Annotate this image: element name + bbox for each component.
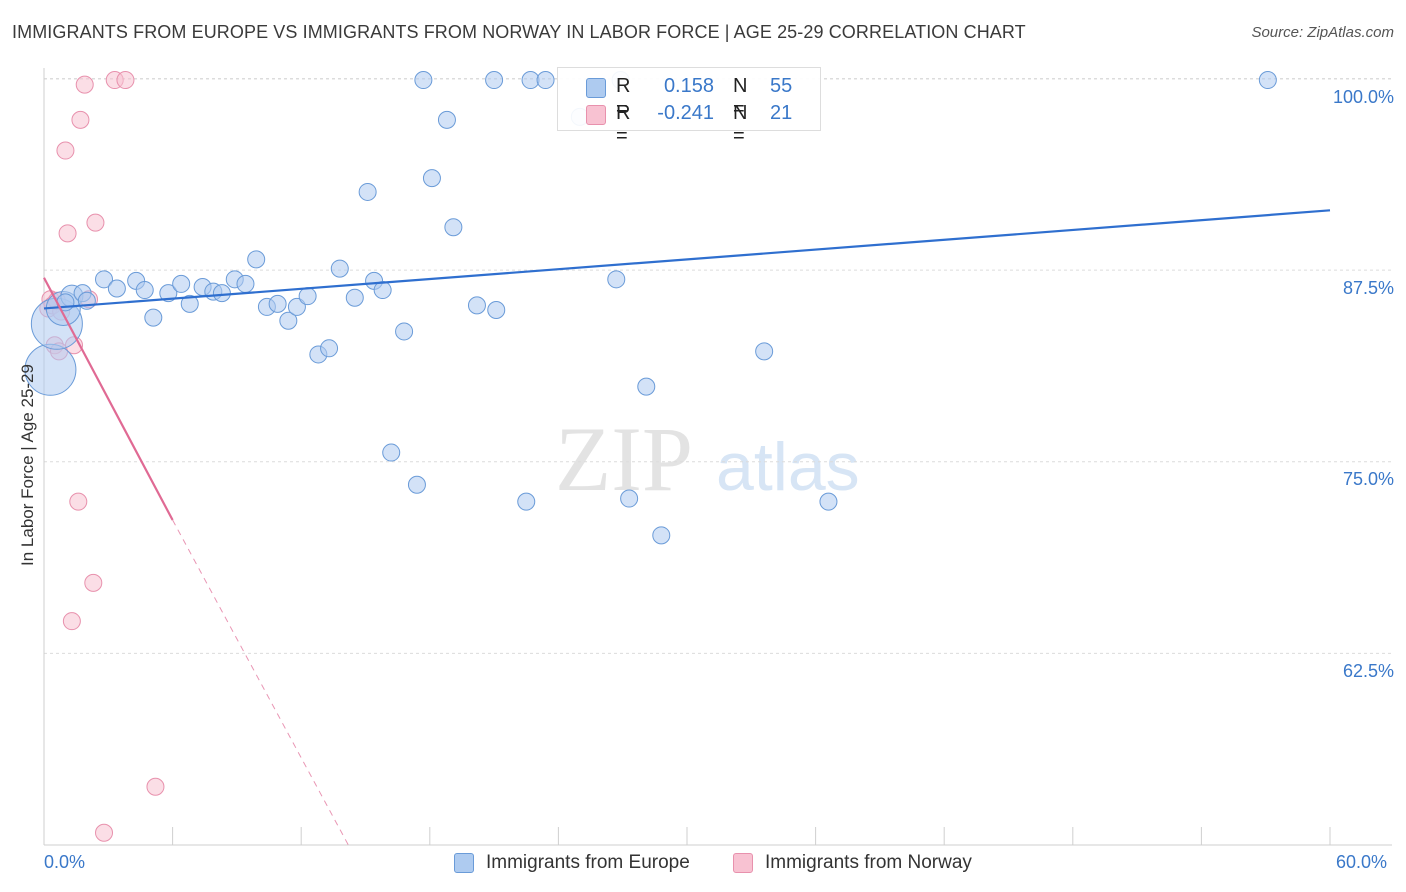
norway-series xyxy=(39,71,165,842)
axes xyxy=(43,68,1392,846)
trend-lines xyxy=(43,209,1331,846)
europe-point xyxy=(330,259,349,278)
europe-point xyxy=(298,287,317,306)
legend-r-value: -0.241 xyxy=(657,102,714,124)
europe-point xyxy=(345,288,364,307)
europe-point xyxy=(1258,71,1277,90)
norway-point xyxy=(116,71,135,90)
europe-point xyxy=(407,475,426,494)
europe-point xyxy=(467,296,486,315)
norway-point xyxy=(86,213,105,232)
legend-swatch-europe xyxy=(586,78,606,98)
europe-point xyxy=(95,270,114,289)
europe-point xyxy=(395,322,414,341)
europe-point xyxy=(517,492,536,511)
europe-point xyxy=(247,250,266,269)
y-tick-label-62-5: 62.5% xyxy=(1342,661,1394,681)
y-tick-label-75: 75.0% xyxy=(1342,469,1394,489)
legend-r-label: R = xyxy=(616,75,631,120)
y-tick-label-87-5: 87.5% xyxy=(1342,278,1394,298)
europe-point xyxy=(620,489,639,508)
correlation-legend: R = 0.158 N = 55 R = -0.241 N = 21 xyxy=(557,67,821,147)
europe-point xyxy=(287,297,306,316)
europe-point xyxy=(144,308,163,327)
bottom-legend-label-europe: Immigrants from Europe xyxy=(486,852,690,873)
norway-point xyxy=(56,141,75,160)
norway-point xyxy=(62,612,81,631)
norway-point xyxy=(71,110,90,129)
legend-n-value: 55 xyxy=(770,75,793,97)
bottom-legend-swatch-europe xyxy=(454,853,474,873)
watermark-atlas: atlas xyxy=(716,429,860,505)
norway-point xyxy=(146,777,165,796)
europe-point xyxy=(236,274,255,293)
bottom-legend-label-norway: Immigrants from Norway xyxy=(765,852,972,873)
x-tick-label-min: 0.0% xyxy=(44,852,86,872)
europe-point xyxy=(180,294,199,313)
europe-point xyxy=(652,526,671,545)
norway-trend-extension xyxy=(172,519,349,846)
legend-n-value: 21 xyxy=(770,102,793,124)
europe-point xyxy=(819,492,838,511)
europe-point xyxy=(358,182,377,201)
europe-point xyxy=(444,218,463,237)
norway-point xyxy=(58,224,77,243)
legend-r-label: R = xyxy=(616,102,631,147)
y-tick-label-100: 100.0% xyxy=(1332,87,1394,107)
europe-point xyxy=(487,300,506,319)
europe-point xyxy=(135,281,154,300)
chart-title: IMMIGRANTS FROM EUROPE VS IMMIGRANTS FRO… xyxy=(12,22,1026,42)
europe-point xyxy=(279,311,298,330)
gridlines xyxy=(44,78,1392,654)
legend-n-label: N = xyxy=(733,75,748,120)
y-axis-label: In Labor Force | Age 25-29 xyxy=(18,364,37,566)
europe-point xyxy=(607,270,626,289)
europe-point xyxy=(414,71,433,90)
bottom-legend-swatch-norway xyxy=(733,853,753,873)
source-label: Source: ZipAtlas.com xyxy=(1251,24,1394,41)
europe-point xyxy=(212,284,231,303)
legend-n-label: N = xyxy=(733,102,748,147)
legend-r-value: 0.158 xyxy=(663,75,714,97)
europe-point xyxy=(382,443,401,462)
europe-point xyxy=(485,71,504,90)
europe-point xyxy=(521,71,540,90)
europe-point xyxy=(172,274,191,293)
europe-point xyxy=(268,294,287,313)
legend-swatch-norway xyxy=(586,105,606,125)
norway-point xyxy=(75,75,94,94)
europe-point xyxy=(536,71,555,90)
norway-trend-line xyxy=(43,277,174,521)
europe-point xyxy=(437,110,456,129)
europe-point xyxy=(320,339,339,358)
x-tick-label-max: 60.0% xyxy=(1336,852,1388,872)
europe-point xyxy=(755,342,774,361)
europe-point xyxy=(107,279,126,298)
europe-point xyxy=(637,377,656,396)
norway-point xyxy=(84,573,103,592)
europe-trend-line xyxy=(43,209,1331,310)
europe-point xyxy=(422,169,441,188)
norway-point xyxy=(69,492,88,511)
norway-point xyxy=(95,823,114,842)
europe-point xyxy=(159,284,178,303)
zipatlas-watermark: ZIP atlas xyxy=(555,408,860,510)
